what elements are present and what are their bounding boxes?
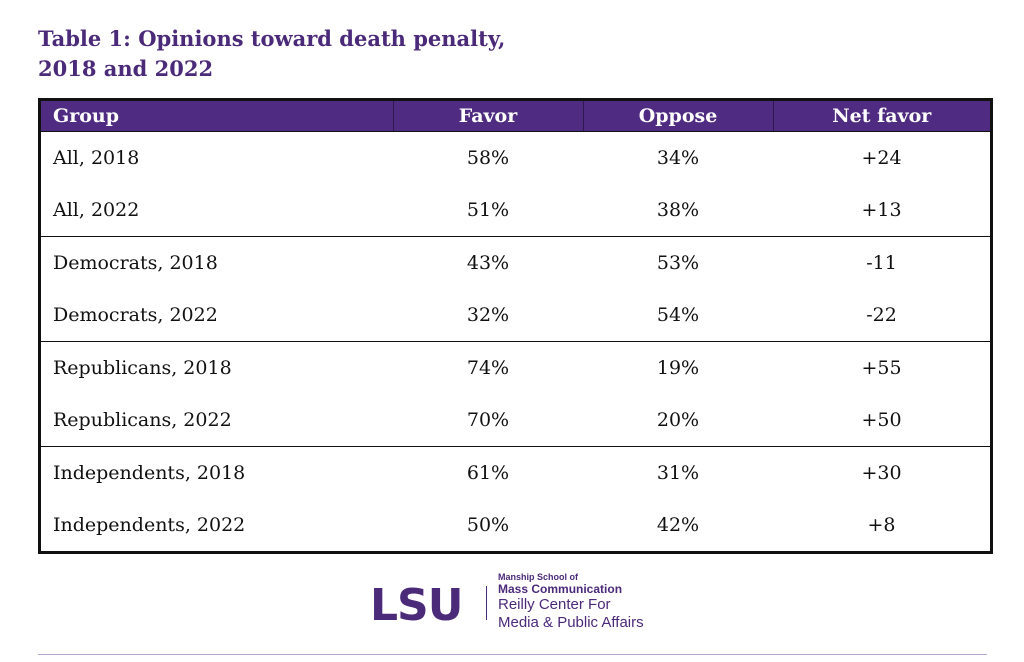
cell-net-favor: -11	[773, 236, 990, 289]
cell-favor: 50%	[466, 514, 510, 536]
logo-line-school: Manship School of	[498, 572, 578, 582]
table-title-line2: 2018 and 2022	[38, 56, 214, 81]
header-group: Group	[41, 101, 393, 132]
lsu-logo: LSU Manship School of Mass Communication…	[370, 572, 690, 636]
table-row: Republicans, 2022 70% 20% +50	[41, 394, 990, 447]
cell-net-favor: +55	[773, 341, 990, 394]
table-title: Table 1: Opinions toward death penalty, …	[38, 24, 638, 84]
table-row: Democrats, 2018 43% 53% -11	[41, 236, 990, 289]
logo-divider	[486, 586, 487, 620]
bottom-rule	[38, 654, 987, 655]
opinions-table: Group Favor Oppose Net favor All, 2018 5…	[41, 101, 990, 551]
cell-oppose: 38%	[656, 199, 700, 221]
cell-oppose: 19%	[583, 341, 773, 394]
cell-favor: 58%	[466, 147, 510, 169]
cell-favor: 43%	[393, 236, 583, 289]
logo-line-mass-comm: Mass Communication	[498, 582, 623, 596]
logo-line-media: Media & Public Affairs	[498, 614, 644, 631]
cell-group: Independents, 2018	[41, 446, 393, 499]
cell-group: Independents, 2022	[53, 514, 246, 536]
cell-oppose: 31%	[583, 446, 773, 499]
header-oppose: Oppose	[582, 101, 773, 132]
cell-favor: 61%	[393, 446, 583, 499]
cell-group: All, 2018	[53, 147, 140, 169]
cell-group: Democrats, 2022	[53, 304, 218, 326]
table-row: Independents, 2022 50% 42% +8	[41, 499, 990, 551]
lsu-wordmark: LSU	[370, 580, 463, 631]
cell-net-favor: +24	[861, 147, 902, 169]
table-row: Independents, 2018 61% 31% +30	[41, 446, 990, 499]
table-header-row: Group Favor Oppose Net favor	[41, 101, 990, 132]
cell-net-favor: -22	[866, 304, 897, 326]
table-row: Democrats, 2022 32% 54% -22	[41, 289, 990, 342]
cell-oppose: 54%	[656, 304, 700, 326]
cell-favor: 32%	[466, 304, 510, 326]
cell-group: All, 2022	[53, 199, 140, 221]
cell-net-favor: +50	[861, 409, 902, 431]
cell-favor: 74%	[393, 341, 583, 394]
cell-oppose: 34%	[656, 147, 700, 169]
opinions-table-frame: Group Favor Oppose Net favor All, 2018 5…	[38, 98, 993, 554]
cell-favor: 51%	[466, 199, 510, 221]
cell-group: Republicans, 2018	[41, 341, 393, 394]
table-row: Republicans, 2018 74% 19% +55	[41, 341, 990, 394]
cell-net-favor: +30	[773, 446, 990, 499]
header-net-favor: Net favor	[772, 101, 990, 132]
logo-text: Manship School of Mass Communication Rei…	[498, 572, 644, 632]
cell-oppose: 42%	[656, 514, 700, 536]
header-favor: Favor	[392, 101, 583, 132]
cell-net-favor: +13	[861, 199, 902, 221]
logo-line-reilly: Reilly Center For	[498, 596, 611, 613]
cell-group: Democrats, 2018	[41, 236, 393, 289]
cell-oppose: 53%	[583, 236, 773, 289]
table-title-line1: Table 1: Opinions toward death penalty,	[38, 26, 506, 51]
cell-net-favor: +8	[867, 514, 896, 536]
cell-oppose: 20%	[656, 409, 700, 431]
cell-group: Republicans, 2022	[53, 409, 232, 431]
table-row: All, 2018 58% 34% +24	[41, 132, 990, 185]
table-row: All, 2022 51% 38% +13	[41, 184, 990, 237]
cell-favor: 70%	[466, 409, 510, 431]
